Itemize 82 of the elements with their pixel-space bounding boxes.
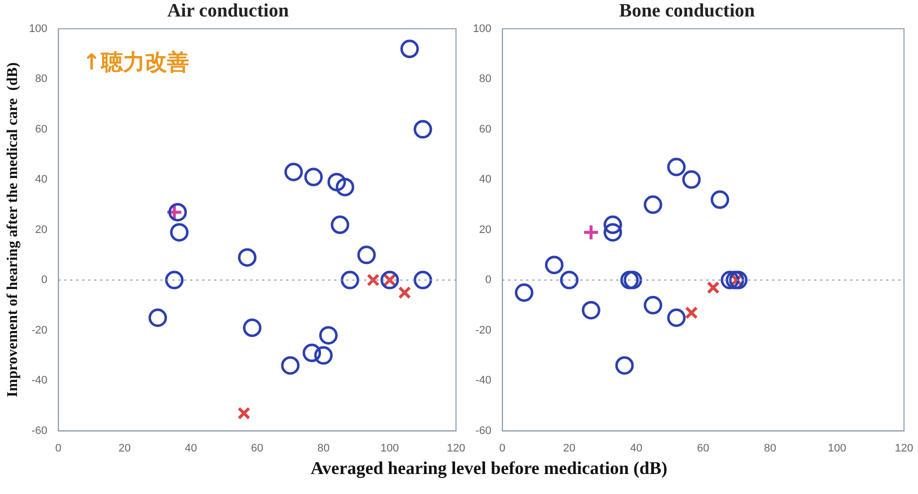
y-tick-label: 0 [41,274,48,286]
point [729,270,748,290]
point [720,270,740,290]
y-tick-label: -40 [475,374,492,387]
point [644,296,662,314]
point [710,190,730,209]
point [380,270,399,290]
point [685,306,698,320]
point [302,344,322,362]
y-tick-label: -20 [475,324,492,336]
y-tick-label: -60 [31,424,48,437]
point [242,318,262,338]
point [165,270,184,290]
point [336,178,354,196]
point [582,300,600,320]
point [327,172,346,192]
point [682,170,701,189]
x-tick-label: 20 [118,442,131,454]
point [148,308,168,327]
point [314,346,333,365]
point [398,286,412,300]
point [357,246,376,264]
point [330,216,350,234]
point [281,356,300,375]
x-tick-label: 0 [55,442,62,454]
point [544,256,564,274]
y-tick-label: -20 [31,324,48,336]
point [366,274,380,286]
x-tick-label: 0 [499,442,506,454]
y-tick-label: -60 [475,424,492,437]
point [667,158,686,176]
y-tick-label: 100 [472,22,492,35]
x-tick-label: 20 [563,442,576,454]
x-tick-label: 60 [697,442,710,454]
x-tick-label: 120 [446,442,466,454]
y-tick-label: 100 [28,22,48,35]
point [319,326,338,345]
x-tick-label: 100 [380,442,399,454]
point [582,224,600,241]
annotation: ↑聴力改善 [82,50,189,76]
x-tick-label: 40 [630,442,642,454]
y-tick-label: 20 [35,224,48,236]
point [170,223,189,242]
point [604,223,622,242]
point [560,270,579,290]
x-tick-label: 80 [764,442,776,454]
point [238,248,256,267]
y-tick-label: 20 [479,224,492,236]
x-axis-title: Averaged hearing level before medication (dB) [310,458,668,479]
y-tick-label: 60 [35,123,48,136]
x-tick-label: 60 [251,442,264,454]
x-tick-label: 80 [317,442,330,454]
point [284,162,303,182]
y-tick-label: 80 [35,73,48,86]
point [667,308,686,327]
x-tick-label: 40 [184,442,198,454]
point [604,216,622,234]
point [414,120,432,139]
point [615,356,634,375]
point [514,283,534,302]
y-tick-label: 40 [35,174,48,186]
point [706,281,720,294]
point [726,270,744,290]
chart-title: Bone conduction [619,0,756,22]
y-tick-label: 80 [479,73,492,86]
point [237,406,250,420]
point [168,202,187,222]
point [340,270,360,290]
point [644,195,662,214]
point [414,270,432,290]
point [304,168,323,186]
point [400,40,419,58]
y-axis-title: Improvement of hearing after the medical care (dB) [4,62,21,398]
point [624,270,642,290]
x-tick-label: 100 [828,442,846,454]
x-tick-label: 120 [894,442,914,454]
chart-title: Air conduction [167,0,290,22]
y-tick-label: 60 [479,123,492,136]
y-tick-label: 40 [479,174,492,186]
y-tick-label: -40 [31,374,48,387]
y-tick-label: 0 [485,274,492,286]
point [620,270,639,290]
